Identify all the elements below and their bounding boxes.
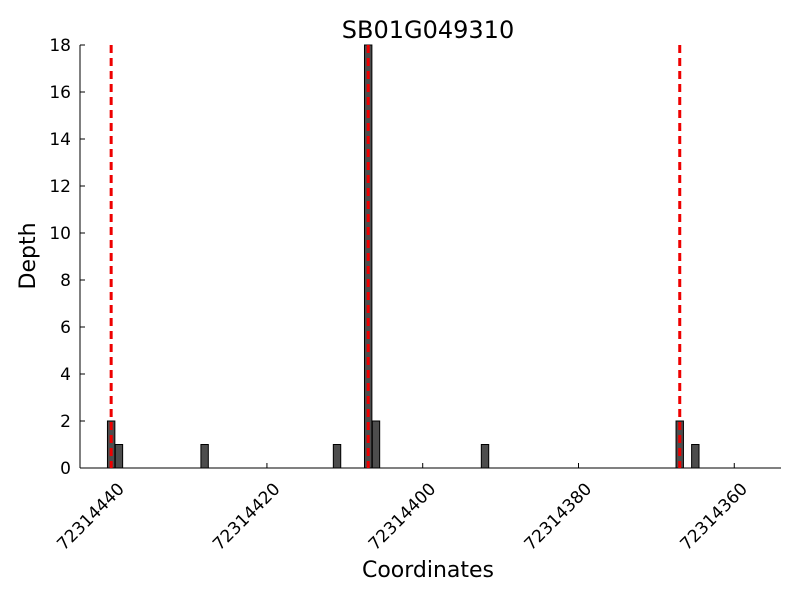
bar-8 bbox=[691, 444, 700, 469]
bar-1 bbox=[114, 444, 124, 469]
x-tick-label-1: 72314420 bbox=[209, 479, 284, 554]
x-axis-label: Coordinates bbox=[362, 558, 494, 583]
y-tick-label-5: 10 bbox=[49, 224, 71, 244]
y-axis-label: Depth bbox=[16, 222, 41, 289]
x-tick-label-2: 72314400 bbox=[365, 479, 440, 554]
y-tick-label-7: 14 bbox=[49, 130, 71, 150]
y-tick-label-6: 12 bbox=[49, 177, 71, 197]
x-tick-label-3: 72314380 bbox=[521, 479, 596, 554]
bar-6 bbox=[480, 444, 490, 469]
chart-title: SB01G049310 bbox=[342, 16, 514, 44]
y-tick-label-8: 16 bbox=[49, 83, 71, 103]
y-tick-label-2: 4 bbox=[60, 365, 71, 385]
bar-5 bbox=[371, 420, 381, 469]
x-tick-label-4: 72314360 bbox=[676, 479, 751, 554]
bar-3 bbox=[332, 444, 342, 469]
x-tick-label-0: 72314440 bbox=[53, 479, 128, 554]
y-tick-label-0: 0 bbox=[60, 459, 71, 479]
y-tick-label-1: 2 bbox=[60, 412, 71, 432]
y-tick-label-9: 18 bbox=[49, 36, 71, 56]
bar-2 bbox=[200, 444, 209, 469]
y-tick-label-3: 6 bbox=[60, 318, 71, 338]
y-tick-label-4: 8 bbox=[60, 271, 71, 291]
